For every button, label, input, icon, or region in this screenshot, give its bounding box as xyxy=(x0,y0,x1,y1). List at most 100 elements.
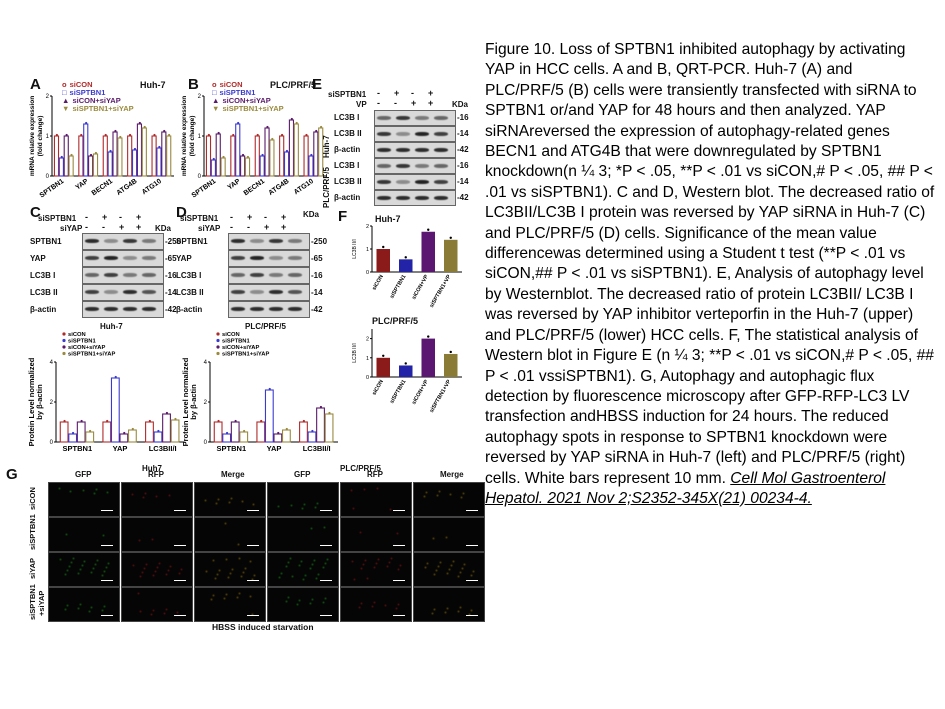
data-point xyxy=(234,419,237,423)
data-point xyxy=(243,429,246,433)
blot-protein-label: LC3B II xyxy=(176,287,204,297)
legend-label: siSPTBN1+siYAP xyxy=(68,352,115,358)
scale-bar xyxy=(101,544,113,546)
bar xyxy=(303,135,309,177)
bar xyxy=(399,259,413,272)
y-axis-label: by β-actin xyxy=(35,384,44,420)
blot-strip xyxy=(82,250,164,267)
y-axis-label: mRNA relative expression xyxy=(29,96,36,176)
bar xyxy=(68,155,74,177)
data-point xyxy=(114,375,117,379)
blot-kda-label: -16 xyxy=(165,270,177,280)
bar xyxy=(117,137,123,177)
data-point xyxy=(174,417,177,421)
blot-protein-label: LC3B I xyxy=(334,113,360,122)
y-axis-label: Protein Level normalized xyxy=(182,357,190,446)
blot-sign: + xyxy=(428,88,434,98)
category-label: siCON xyxy=(371,274,385,292)
micro-spots xyxy=(49,518,50,519)
blot-sign: + xyxy=(281,222,287,232)
bar xyxy=(240,155,246,177)
blot-protein-label: LC3B II xyxy=(334,129,362,138)
blot-band xyxy=(123,307,137,311)
bar xyxy=(145,421,154,443)
panel-g-cell-right: PLC/PRF/5 xyxy=(340,464,381,473)
bar xyxy=(256,421,266,443)
category-label: YAP xyxy=(74,178,90,192)
data-point xyxy=(65,133,68,137)
category-label: SPTBN1 xyxy=(63,444,93,453)
bar xyxy=(102,135,108,177)
blot-d-cell: PLC/PRF/5 xyxy=(245,322,286,331)
micro-image xyxy=(340,587,412,622)
panel-g-footer: HBSS induced starvation xyxy=(212,622,314,632)
data-point xyxy=(328,411,331,415)
blot-protein-label: β-actin xyxy=(334,145,361,154)
panel-label-b: B xyxy=(188,76,199,93)
bar xyxy=(399,365,413,377)
blot-band xyxy=(269,256,283,260)
y-tick-label: 0 xyxy=(366,270,369,276)
data-point xyxy=(212,157,215,161)
blot-d-row-sptbn1: siSPTBN1 xyxy=(180,214,219,223)
data-point xyxy=(260,419,263,423)
bar xyxy=(136,123,143,177)
blot-c-row-sptbn1: siSPTBN1 xyxy=(38,214,77,223)
scale-bar xyxy=(101,579,113,581)
blot-band xyxy=(269,239,283,243)
blot-band xyxy=(434,147,448,152)
bar xyxy=(239,431,249,443)
blot-protein-label: LC3B I xyxy=(334,161,360,170)
scale-bar xyxy=(393,579,405,581)
blot-band xyxy=(269,273,283,277)
blot-band xyxy=(231,239,245,243)
bar xyxy=(264,389,274,443)
scale-bar xyxy=(174,579,186,581)
blot-protein-label: LC3B I xyxy=(30,270,56,280)
scale-bar xyxy=(466,614,478,616)
blot-protein-label: YAP xyxy=(30,253,46,263)
data-point xyxy=(63,419,66,423)
blot-sign: - xyxy=(85,222,88,232)
scale-bar xyxy=(174,544,186,546)
bar xyxy=(281,429,291,443)
blot-kda-label: -42 xyxy=(457,145,469,154)
blot-e-cell-bottom: PLC/PRF/5 xyxy=(322,167,331,208)
y-axis-label: (fold change) xyxy=(189,116,196,157)
blot-band xyxy=(396,131,410,136)
data-point xyxy=(266,125,269,129)
y-tick-label: 1 xyxy=(46,134,50,140)
bar xyxy=(170,419,180,443)
micro-spots xyxy=(195,553,196,554)
bar xyxy=(92,153,99,177)
micro-image xyxy=(267,482,339,517)
citation-link[interactable]: Cell Mol Gastroenterol Hepatol. 2021 Nov… xyxy=(485,469,886,507)
scale-bar xyxy=(466,509,478,511)
data-point xyxy=(153,133,156,137)
blot-strip xyxy=(228,250,310,267)
micro-row-label: siYAP xyxy=(28,558,37,579)
micro-image xyxy=(121,552,193,587)
y-tick-label: 0 xyxy=(198,174,202,180)
blot-sign: - xyxy=(85,212,88,222)
panel-label-e: E xyxy=(312,76,323,93)
bar xyxy=(63,135,69,177)
y-tick-label: 0 xyxy=(46,174,50,180)
data-point xyxy=(382,245,385,249)
data-point xyxy=(285,149,289,153)
blot-e-kda: KDa xyxy=(452,100,469,109)
legend-label: siSPTBN1 xyxy=(68,339,96,345)
data-point xyxy=(80,133,83,137)
legend-marker xyxy=(62,351,66,356)
data-point xyxy=(225,431,229,435)
scale-bar xyxy=(247,509,259,511)
category-label: LC3BII/I xyxy=(149,444,177,453)
blot-band xyxy=(288,273,302,277)
legend-item: o siCON xyxy=(62,80,93,89)
scale-bar xyxy=(393,509,405,511)
data-point xyxy=(305,133,308,137)
blot-protein-label: LC3B II xyxy=(30,287,58,297)
micro-spots xyxy=(195,588,196,589)
micro-spots xyxy=(268,483,269,484)
data-point xyxy=(382,354,385,357)
